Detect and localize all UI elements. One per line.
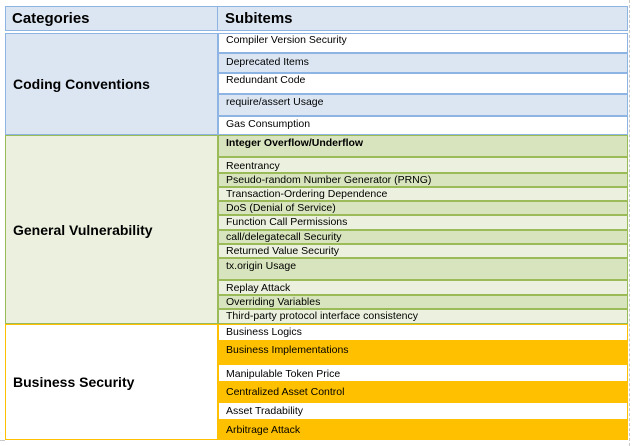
subitem-business-implementations: Business Implementations xyxy=(218,341,628,364)
subitem-arbitrage-attack: Arbitrage Attack xyxy=(218,420,628,440)
subitem-compiler-version-security: Compiler Version Security xyxy=(218,33,628,53)
category-coding-conventions: Coding Conventions xyxy=(5,33,218,135)
subitem-transaction-ordering-dependence: Transaction-Ordering Dependence xyxy=(218,187,628,201)
subitem-function-call-permissions: Function Call Permissions xyxy=(218,215,628,230)
category-business-security: Business Security xyxy=(5,324,218,440)
subitem-call-delegatecall-security: call/delegatecall Security xyxy=(218,230,628,244)
subitem-require-assert-usage: require/assert Usage xyxy=(218,94,628,116)
subitem-manipulable-token-price: Manipulable Token Price xyxy=(218,364,628,382)
subitem-returned-value-security: Returned Value Security xyxy=(218,244,628,258)
subitem-integer-overflow-underflow: Integer Overflow/Underflow xyxy=(218,135,628,157)
subitem-overriding-variables: Overriding Variables xyxy=(218,295,628,309)
subitem-reentrancy: Reentrancy xyxy=(218,157,628,173)
subitem-centralized-asset-control: Centralized Asset Control xyxy=(218,382,628,402)
subitem-asset-tradability: Asset Tradability xyxy=(218,402,628,420)
subitem-business-logics: Business Logics xyxy=(218,324,628,341)
subitem-replay-attack: Replay Attack xyxy=(218,280,628,295)
page-guide-line xyxy=(629,0,631,446)
subitem-dos: DoS (Denial of Service) xyxy=(218,201,628,215)
subitem-tx-origin-usage: tx.origin Usage xyxy=(218,258,628,280)
subitem-prng: Pseudo-random Number Generator (PRNG) xyxy=(218,173,628,187)
header-categories: Categories xyxy=(5,6,218,31)
subitem-deprecated-items: Deprecated Items xyxy=(218,53,628,73)
subitem-gas-consumption: Gas Consumption xyxy=(218,116,628,135)
header-subitems: Subitems xyxy=(217,6,628,31)
subitem-third-party-interface-consistency: Third-party protocol interface consisten… xyxy=(218,309,628,324)
subitem-redundant-code: Redundant Code xyxy=(218,73,628,94)
page-corner-mark xyxy=(0,440,5,442)
category-general-vulnerability: General Vulnerability xyxy=(5,135,218,324)
